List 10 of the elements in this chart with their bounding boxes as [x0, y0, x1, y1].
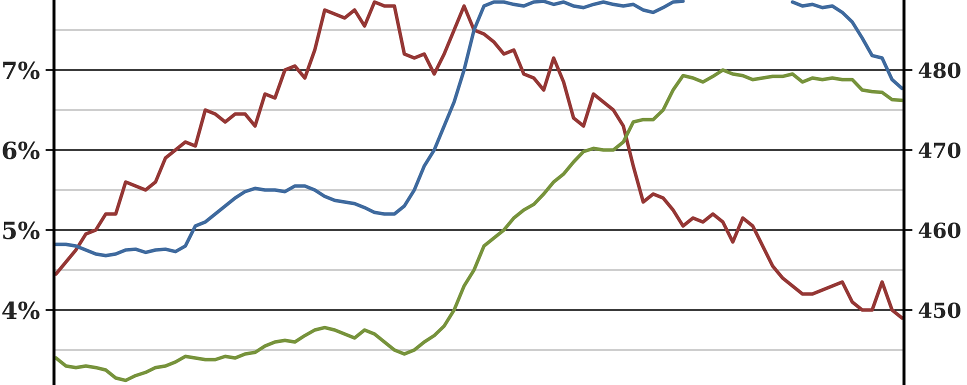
y2-tick-label: 480: [918, 62, 960, 78]
y2-tick-label: 470: [918, 142, 960, 158]
line-series: [54, 0, 904, 320]
y-tick-label: 7%: [3, 61, 40, 80]
y-tick-label: 6%: [2, 141, 40, 160]
y2-tick-label: 450: [918, 302, 960, 318]
y2-tick-label: 460: [918, 222, 960, 238]
y-tick-label: 4%: [2, 301, 40, 320]
y-tick-label: 5%: [3, 221, 40, 240]
line-series: [54, 68, 904, 382]
